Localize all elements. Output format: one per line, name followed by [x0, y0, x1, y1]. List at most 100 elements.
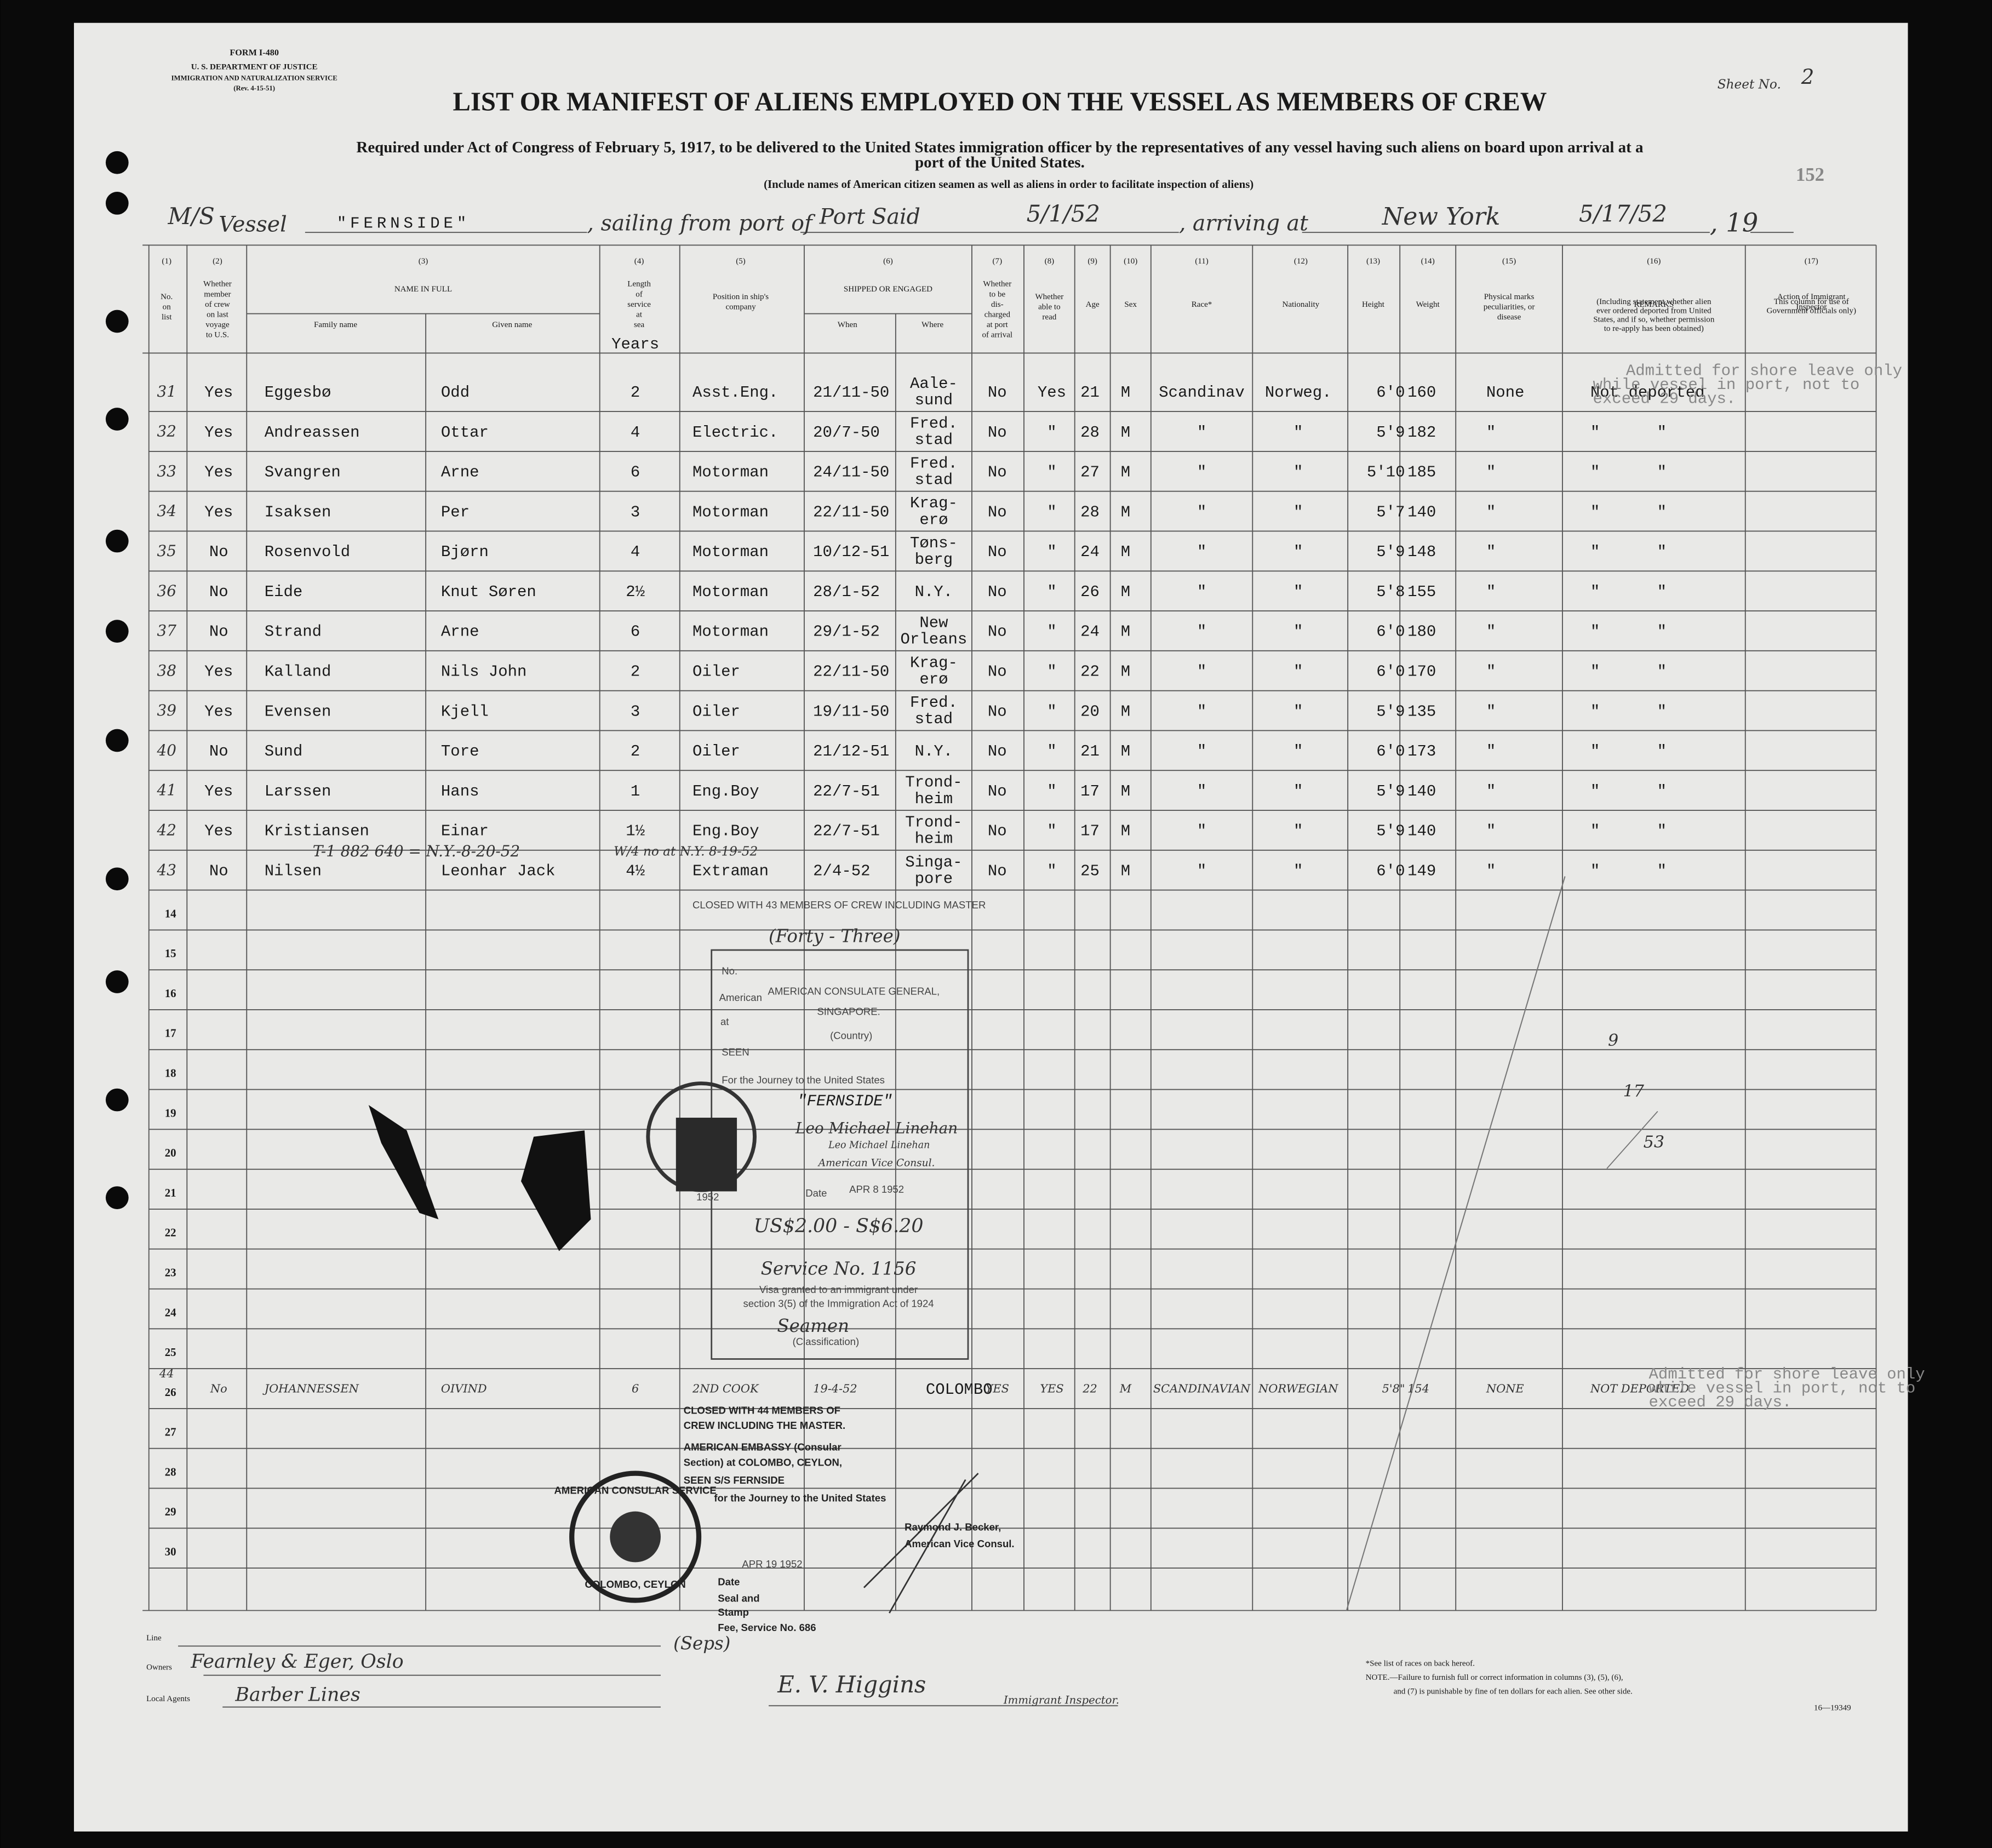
colombo-stamp: Fee, Service No. 686	[718, 1622, 816, 1633]
cell: Strand	[265, 623, 322, 641]
punch-hole	[105, 192, 129, 215]
column-note: States, and if so, whether permission	[1593, 316, 1715, 324]
cell: 5'8"	[1382, 1382, 1405, 1395]
cell: 17	[1080, 782, 1100, 800]
cell: "	[1197, 663, 1206, 681]
cell: Hans	[441, 782, 479, 800]
cell: Oiler	[692, 663, 740, 681]
cell: 1	[631, 782, 640, 800]
cell: 3	[631, 503, 640, 521]
column-number: (13)	[1366, 257, 1380, 266]
column-label: Weight	[1416, 300, 1440, 309]
ruling	[142, 232, 1877, 1708]
cell-where: berg	[915, 551, 953, 569]
line-number: 21	[165, 1186, 176, 1199]
destination: New York	[1382, 203, 1501, 231]
cell-where: Tøns-	[910, 534, 958, 552]
cell: 32	[157, 422, 176, 440]
line-number: 26	[165, 1386, 176, 1399]
cell: Rosenvold	[265, 543, 350, 561]
cell: 28/1-52	[813, 583, 880, 601]
cell: "	[1486, 503, 1496, 521]
cell: 21	[1080, 742, 1100, 760]
cell: 182	[1407, 424, 1436, 442]
cell: M	[1121, 464, 1130, 482]
cell: 140	[1407, 782, 1436, 800]
column-label: Whether	[983, 280, 1011, 289]
footer-note: and (7) is punishable by fine of ten dol…	[1394, 1687, 1633, 1696]
cell: 38	[157, 661, 176, 679]
column-label: at	[636, 310, 643, 319]
cell: Kjell	[441, 702, 489, 720]
cell: M	[1121, 742, 1130, 760]
cell: " "	[1590, 503, 1667, 521]
cell: "	[1293, 424, 1303, 442]
handwritten-note: T-1 882 640 = N.Y.-8-20-52	[313, 842, 520, 860]
cell: 28	[1080, 424, 1100, 442]
cell-where: erø	[919, 670, 948, 688]
cell: No	[988, 543, 1007, 561]
cell: "	[1047, 702, 1056, 720]
stamp-text: "FERNSIDE"	[797, 1092, 892, 1111]
column-label: voyage	[205, 321, 230, 329]
cell: 26	[1080, 583, 1100, 601]
cell: "	[1047, 862, 1056, 880]
cell: 4½	[626, 862, 645, 880]
cell: 10/12-51	[813, 543, 889, 561]
port: Port Said	[819, 204, 920, 230]
arriving-label: , arriving at	[1179, 210, 1308, 236]
stamp-text: APR 8 1952	[849, 1183, 904, 1195]
cell-where: Krag-	[910, 494, 958, 512]
cell: "	[1486, 822, 1496, 840]
column-label: dis-	[991, 300, 1004, 309]
cell: 5'9	[1376, 424, 1405, 442]
column-number: (6)	[883, 257, 893, 266]
column-label: on	[163, 302, 171, 311]
line-number: 18	[165, 1067, 176, 1080]
year-label: , 19	[1710, 208, 1758, 237]
cell: "	[1293, 782, 1303, 800]
column-label: service	[627, 300, 651, 309]
cell: 160	[1407, 384, 1436, 402]
signature: Leo Michael Linehan	[795, 1119, 958, 1137]
cell: " "	[1590, 782, 1667, 800]
cell: "	[1293, 663, 1303, 681]
cell: " "	[1590, 822, 1667, 840]
cell: 140	[1407, 503, 1436, 521]
stamp-text: (Classification)	[793, 1336, 860, 1347]
cell: 42	[157, 821, 176, 839]
stamp-text: American Vice Consul.	[817, 1157, 935, 1169]
fee-stamp	[676, 1118, 737, 1192]
cell: "	[1197, 822, 1206, 840]
cell: 2ND COOK	[692, 1382, 759, 1395]
signature-scrawl	[863, 1473, 979, 1614]
column-unit: Years	[611, 335, 659, 353]
column-label: SHIPPED OR ENGAGED	[844, 285, 932, 294]
cell: Extraman	[692, 862, 769, 880]
cell: 22	[1080, 663, 1100, 681]
cell: NOT DEPORTED	[1590, 1382, 1689, 1395]
punch-hole	[105, 310, 129, 333]
cell: 36	[157, 582, 176, 600]
cell: "	[1047, 663, 1056, 681]
cell: "	[1293, 822, 1303, 840]
vessel-prefix: M/S	[168, 203, 215, 230]
cancel-stroke	[1346, 876, 1566, 1611]
cell: " "	[1590, 742, 1667, 760]
cell: 22/11-50	[813, 663, 889, 681]
cell: 44	[159, 1367, 174, 1380]
cell-where: sund	[915, 391, 953, 409]
department: U. S. DEPARTMENT OF JUSTICE	[191, 62, 318, 71]
cell: No	[209, 583, 228, 601]
cell: 180	[1407, 623, 1436, 641]
cell: "	[1486, 424, 1496, 442]
cell: " "	[1590, 583, 1667, 601]
cell: Oiler	[692, 702, 740, 720]
cell: 5'7	[1376, 503, 1405, 521]
cell: OIVIND	[441, 1382, 487, 1395]
cell: "	[1293, 742, 1303, 760]
cell: Motorman	[692, 464, 769, 482]
column-label: Position in ship's	[713, 293, 769, 301]
colombo-date: APR 19 1952	[742, 1558, 802, 1570]
cell: 4	[631, 543, 640, 561]
